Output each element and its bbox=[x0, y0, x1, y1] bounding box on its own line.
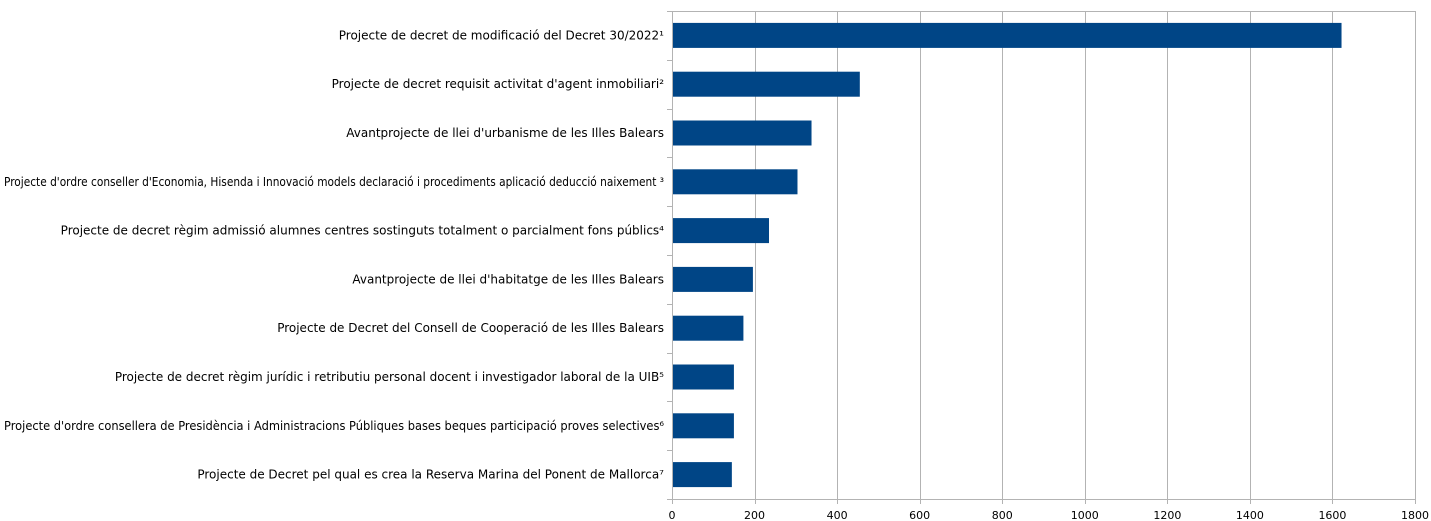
x-tick-label: 1200 bbox=[1153, 509, 1181, 521]
bar bbox=[673, 364, 734, 390]
category-label: Projecte de decret de modificació del De… bbox=[339, 28, 664, 42]
category-label: Projecte de decret requisit activitat d'… bbox=[332, 77, 665, 91]
bar bbox=[673, 315, 744, 341]
bar bbox=[673, 218, 770, 244]
bar bbox=[673, 169, 798, 195]
x-tick-label: 1600 bbox=[1318, 509, 1346, 521]
x-tick-label: 1800 bbox=[1401, 509, 1429, 521]
category-label: Projecte de Decret pel qual es crea la R… bbox=[197, 468, 664, 482]
x-tick-label: 600 bbox=[909, 509, 930, 521]
category-label: Projecte d'ordre consellera de Presidènc… bbox=[4, 419, 664, 433]
category-label: Projecte de decret règim jurídic i retri… bbox=[115, 370, 664, 384]
category-label: Avantprojecte de llei d'urbanisme de les… bbox=[346, 126, 664, 140]
category-label: Projecte de Decret del Consell de Cooper… bbox=[277, 321, 664, 335]
category-label: Projecte d'ordre conseller d'Economia, H… bbox=[4, 175, 664, 189]
x-tick-label: 800 bbox=[992, 509, 1013, 521]
x-tick-labels: 0 200 400 600 800 1000 1200 1400 1600 1800 bbox=[669, 509, 1430, 521]
bar bbox=[673, 413, 734, 439]
x-tick-label: 200 bbox=[744, 509, 765, 521]
category-label: Avantprojecte de llei d'habitatge de les… bbox=[352, 272, 664, 286]
bar bbox=[673, 22, 1342, 48]
bar bbox=[673, 120, 812, 146]
bars bbox=[673, 22, 1342, 488]
x-tick-label: 400 bbox=[827, 509, 848, 521]
bar bbox=[673, 266, 753, 292]
bar bbox=[673, 71, 860, 97]
x-tick-label: 1400 bbox=[1236, 509, 1264, 521]
category-label: Projecte de decret règim admissió alumne… bbox=[61, 224, 665, 238]
bar bbox=[673, 462, 732, 488]
x-tick-label: 0 bbox=[669, 509, 676, 521]
x-tick-label: 1000 bbox=[1071, 509, 1099, 521]
category-labels: Projecte de decret de modificació del De… bbox=[4, 28, 664, 481]
